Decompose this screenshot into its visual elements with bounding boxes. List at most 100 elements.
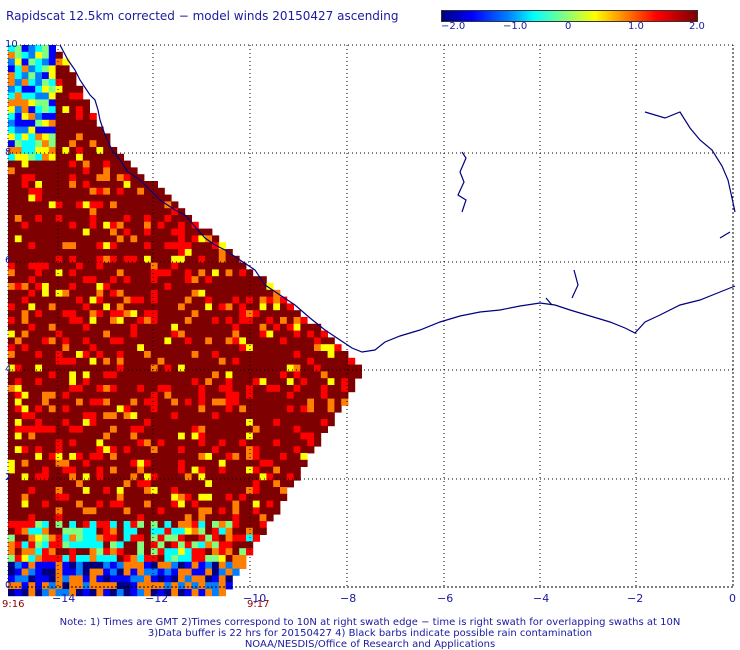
swath-cell bbox=[42, 181, 50, 189]
swath-cell bbox=[198, 493, 206, 501]
swath-cell bbox=[191, 555, 199, 563]
swath-cell bbox=[341, 391, 349, 399]
swath-cell bbox=[164, 303, 172, 311]
swath-cell bbox=[116, 507, 124, 515]
swath-cell bbox=[184, 235, 192, 243]
swath-cell bbox=[178, 351, 186, 359]
swath-cell bbox=[89, 575, 97, 583]
swath-cell bbox=[28, 385, 36, 393]
swath-cell bbox=[69, 357, 77, 365]
swath-cell bbox=[28, 412, 36, 420]
swath-cell bbox=[62, 181, 70, 189]
swath-cell bbox=[171, 453, 179, 461]
swath-cell bbox=[164, 398, 172, 406]
swath-cell bbox=[239, 378, 247, 386]
swath-cell bbox=[48, 555, 56, 563]
swath-cell bbox=[21, 466, 29, 474]
swath-cell bbox=[239, 317, 247, 325]
swath-cell bbox=[55, 215, 63, 223]
swath-cell bbox=[96, 453, 104, 461]
swath-cell bbox=[116, 289, 124, 297]
swath-cell bbox=[103, 357, 111, 365]
swath-cell bbox=[55, 303, 63, 311]
swath-cell bbox=[150, 228, 158, 236]
swath-cell bbox=[28, 126, 36, 134]
swath-cell bbox=[212, 500, 220, 508]
swath-cell bbox=[218, 480, 226, 488]
swath-cell bbox=[184, 221, 192, 229]
swath-cell bbox=[62, 453, 70, 461]
swath-cell bbox=[225, 493, 233, 501]
swath-cell bbox=[198, 371, 206, 379]
swath-cell bbox=[110, 398, 118, 406]
swath-cell bbox=[8, 140, 16, 148]
swath-cell bbox=[28, 276, 36, 284]
swath-cell bbox=[225, 269, 233, 277]
swath-cell bbox=[110, 167, 118, 175]
swath-cell bbox=[205, 283, 213, 291]
swath-cell bbox=[96, 364, 104, 372]
swath-cell bbox=[273, 507, 281, 515]
swath-cell bbox=[21, 92, 29, 100]
swath-cell bbox=[62, 283, 70, 291]
swath-cell bbox=[28, 480, 36, 488]
swath-cell bbox=[144, 194, 152, 202]
swath-cell bbox=[286, 419, 294, 427]
swath-cell bbox=[144, 337, 152, 345]
swath-cell bbox=[137, 500, 145, 508]
swath-cell bbox=[110, 337, 118, 345]
swath-cell bbox=[150, 555, 158, 563]
swath-cell bbox=[178, 432, 186, 440]
swath-cell bbox=[178, 514, 186, 522]
swath-cell bbox=[55, 99, 63, 107]
swath-cell bbox=[35, 493, 43, 501]
swath-cell bbox=[137, 296, 145, 304]
swath-cell bbox=[314, 385, 322, 393]
swath-cell bbox=[62, 235, 70, 243]
swath-cell bbox=[21, 51, 29, 59]
swath-cell bbox=[96, 228, 104, 236]
swath-cell bbox=[14, 459, 22, 467]
swath-cell bbox=[28, 113, 36, 121]
swath-cell bbox=[103, 310, 111, 318]
swath-cell bbox=[239, 527, 247, 535]
swath-cell bbox=[89, 201, 97, 209]
swath-cell bbox=[273, 432, 281, 440]
swath-cell bbox=[164, 371, 172, 379]
swath-cell bbox=[48, 500, 56, 508]
swath-cell bbox=[341, 378, 349, 386]
swath-cell bbox=[327, 398, 335, 406]
swath-cell bbox=[293, 398, 301, 406]
swath-cell bbox=[35, 344, 43, 352]
swath-cell bbox=[28, 269, 36, 277]
swath-cell bbox=[21, 126, 29, 134]
swath-cell bbox=[171, 228, 179, 236]
swath-cell bbox=[48, 357, 56, 365]
swath-cell bbox=[21, 303, 29, 311]
swath-cell bbox=[246, 487, 254, 495]
swath-cell bbox=[8, 589, 16, 597]
swath-cell bbox=[96, 323, 104, 331]
swath-cell bbox=[103, 303, 111, 311]
swath-cell bbox=[280, 419, 288, 427]
swath-cell bbox=[164, 405, 172, 413]
swath-cell bbox=[273, 364, 281, 372]
swath-cell bbox=[280, 296, 288, 304]
swath-cell bbox=[82, 160, 90, 168]
swath-cell bbox=[178, 378, 186, 386]
swath-cell bbox=[89, 459, 97, 467]
swath-cell bbox=[110, 181, 118, 189]
swath-cell bbox=[8, 507, 16, 515]
swath-cell bbox=[48, 113, 56, 121]
swath-cell bbox=[76, 357, 84, 365]
lat-tick: 6 bbox=[5, 255, 12, 266]
swath-cell bbox=[164, 473, 172, 481]
swath-cell bbox=[246, 344, 254, 352]
swath-cell bbox=[110, 235, 118, 243]
swath-cell bbox=[116, 561, 124, 569]
swath-cell bbox=[164, 575, 172, 583]
swath-cell bbox=[259, 337, 267, 345]
swath-cell bbox=[35, 453, 43, 461]
swath-cell bbox=[42, 65, 50, 73]
swath-cell bbox=[212, 541, 220, 549]
